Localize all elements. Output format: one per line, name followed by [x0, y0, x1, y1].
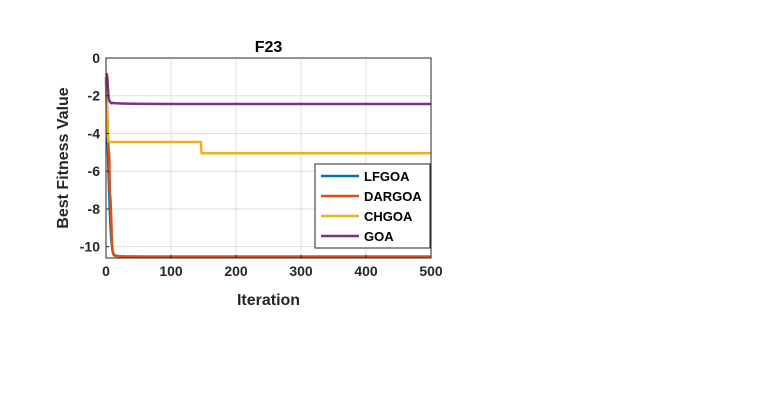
- series-line-goa: [104, 72, 431, 106]
- series-lines: [104, 72, 431, 258]
- series-line-chgoa: [104, 76, 431, 155]
- x-tick-label: 200: [224, 263, 248, 279]
- legend: LFGOA DARGOA CHGOA GOA: [314, 163, 431, 249]
- legend-box: [314, 163, 431, 249]
- chart-title: F23: [255, 39, 283, 56]
- legend-label-chgoa: CHGOA: [364, 209, 413, 224]
- legend-label-goa: GOA: [364, 229, 394, 244]
- x-tick-label: 300: [289, 263, 313, 279]
- y-tick-label: 0: [92, 50, 100, 66]
- axis-ticks: 0 100 200 300 400 500 0 -2 -4 -6 -8 -10: [80, 50, 443, 279]
- legend-label-lfgoa: LFGOA: [364, 169, 410, 184]
- y-axis-title: Best Fitness Value: [55, 87, 72, 228]
- x-tick-label: 100: [159, 263, 183, 279]
- legend-label-dargoa: DARGOA: [364, 189, 422, 204]
- y-tick-label: -6: [88, 163, 101, 179]
- y-tick-label: -4: [88, 125, 101, 141]
- y-tick-label: -8: [88, 201, 101, 217]
- x-tick-label: 500: [419, 263, 443, 279]
- series-line-dargoa: [104, 76, 431, 258]
- plot-frame: [105, 57, 432, 259]
- y-tick-label: -10: [80, 239, 100, 255]
- x-axis-title: Iteration: [237, 292, 300, 309]
- y-tick-label: -2: [88, 88, 101, 104]
- x-tick-label: 0: [102, 263, 110, 279]
- x-tick-label: 400: [354, 263, 378, 279]
